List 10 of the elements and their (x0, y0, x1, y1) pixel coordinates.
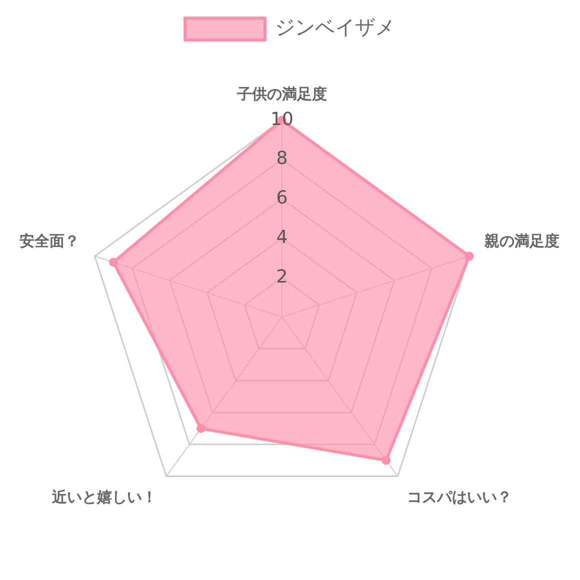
y-tick-label: 4 (276, 226, 288, 248)
spoke-label: 子供の満足度 (236, 85, 327, 104)
spoke-label: コスパはいい？ (407, 488, 512, 506)
spoke-label: 近いと嬉しい！ (50, 488, 157, 506)
y-tick-label: 6 (276, 188, 288, 209)
y-tick-label: 8 (276, 148, 288, 170)
spoke-label: 安全面？ (20, 232, 80, 250)
spoke-label: 親の満足度 (483, 232, 560, 250)
y-tick-label: 2 (276, 266, 288, 288)
legend-label: ジンベイザメ (275, 15, 395, 40)
